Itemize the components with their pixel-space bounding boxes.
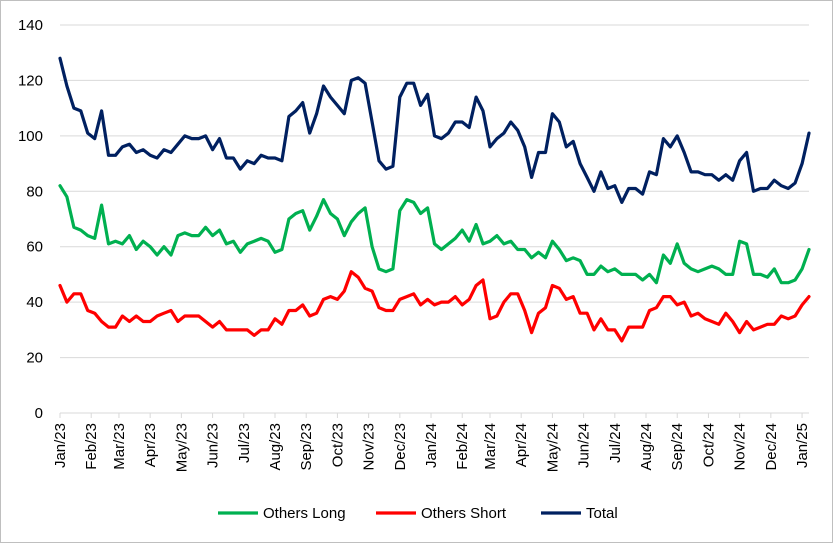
- x-tick-label: Nov/24: [732, 423, 749, 471]
- legend-label: Total: [586, 505, 618, 522]
- x-tick-label: Mar/23: [111, 423, 128, 470]
- y-tick-label: 100: [18, 128, 43, 145]
- y-tick-label: 20: [26, 350, 43, 367]
- x-axis: Jan/23 Feb/23 Mar/23 Apr/23 May/23 Jun/23 Jul/…: [52, 412, 811, 472]
- x-tick-label: Dec/24: [763, 423, 780, 471]
- series-line-others-long: [58, 184, 811, 285]
- series-line-total: [58, 56, 811, 204]
- legend: Others Long Others Short Total: [218, 505, 618, 522]
- x-tick-label: May/24: [544, 423, 561, 472]
- x-tick-label: Feb/23: [83, 423, 100, 470]
- x-tick-label: Oct/24: [700, 423, 717, 467]
- series-lines: [58, 56, 811, 343]
- x-tick-label: Sep/23: [298, 423, 315, 471]
- x-tick-label: Aug/23: [267, 423, 284, 471]
- x-tick-label: Aug/24: [638, 423, 655, 471]
- y-tick-label: 60: [26, 239, 43, 256]
- x-tick-label: Oct/23: [329, 423, 346, 467]
- x-tick-label: Jan/24: [423, 423, 440, 468]
- y-tick-label: 0: [35, 405, 43, 422]
- legend-label: Others Short: [421, 505, 507, 522]
- y-tick-label: 120: [18, 72, 43, 89]
- x-tick-label: Jul/24: [607, 423, 624, 463]
- x-tick-label: Apr/23: [142, 423, 159, 467]
- y-tick-label: 80: [26, 183, 43, 200]
- x-tick-label: Nov/23: [361, 423, 378, 471]
- x-tick-label: Jun/23: [205, 423, 222, 468]
- x-tick-label: Jan/25: [794, 423, 811, 468]
- x-tick-label: Jul/23: [236, 423, 253, 463]
- x-tick-label: Mar/24: [482, 423, 499, 470]
- x-tick-label: May/23: [173, 423, 190, 472]
- x-tick-label: Dec/23: [392, 423, 409, 471]
- y-tick-label: 140: [18, 17, 43, 34]
- x-tick-label: Jan/23: [52, 423, 69, 468]
- y-axis-ticks: 0 20 40 60 80 100 120 140: [18, 17, 43, 422]
- y-tick-label: 40: [26, 294, 43, 311]
- series-line-others-short: [58, 270, 811, 343]
- gridlines: [60, 24, 809, 359]
- legend-label: Others Long: [263, 505, 346, 522]
- x-tick-label: Apr/24: [513, 423, 530, 467]
- x-tick-label: Sep/24: [669, 423, 686, 471]
- x-tick-label: Jun/24: [576, 423, 593, 468]
- x-tick-label: Feb/24: [454, 423, 471, 470]
